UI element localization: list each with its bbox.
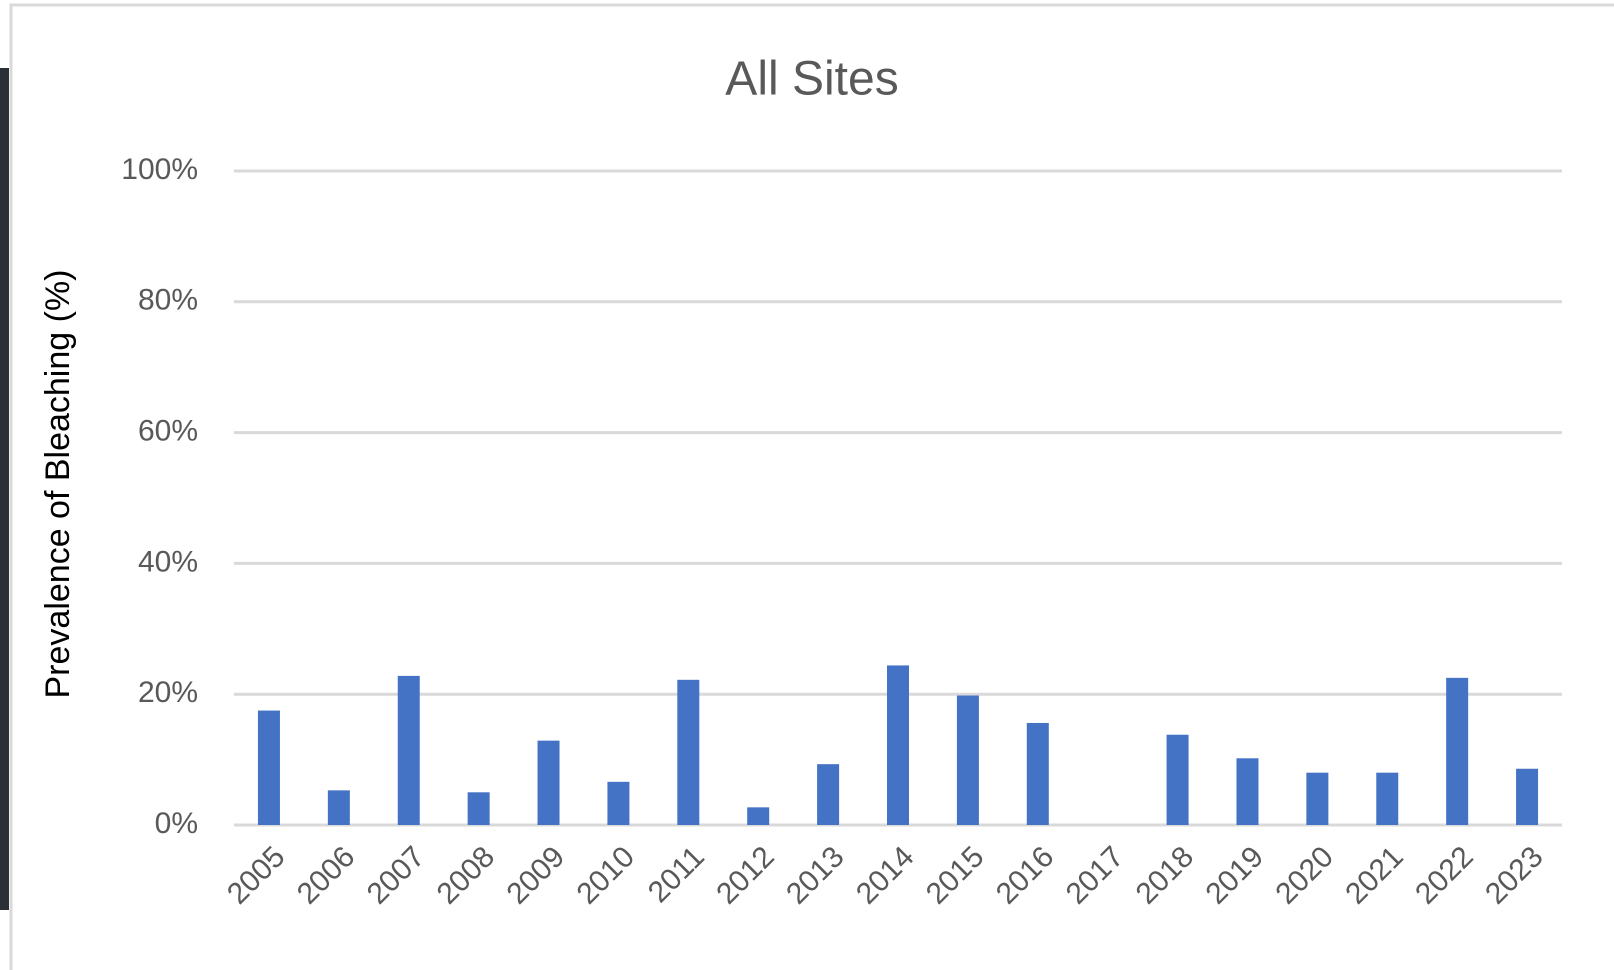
y-tick-label: 80% bbox=[138, 284, 198, 317]
bar bbox=[257, 710, 280, 825]
bar bbox=[537, 740, 560, 825]
bar bbox=[1026, 722, 1049, 825]
bar bbox=[1516, 768, 1539, 825]
y-axis-label: Prevalence of Bleaching (%) bbox=[39, 269, 77, 698]
y-tick-label: 20% bbox=[138, 676, 198, 709]
bar bbox=[1166, 734, 1189, 825]
bar bbox=[1236, 758, 1259, 825]
bar bbox=[607, 781, 630, 825]
y-tick-label: 100% bbox=[121, 153, 198, 186]
bar bbox=[747, 807, 770, 825]
bar bbox=[887, 665, 909, 825]
bar bbox=[467, 792, 490, 825]
bar bbox=[1446, 677, 1469, 825]
bar bbox=[1306, 772, 1329, 825]
bar bbox=[397, 675, 420, 825]
bar bbox=[677, 679, 700, 825]
chart-title: All Sites bbox=[725, 53, 898, 106]
background-strip bbox=[0, 68, 9, 910]
y-tick-label: 40% bbox=[138, 545, 198, 578]
y-tick-label: 60% bbox=[138, 415, 198, 448]
bar bbox=[956, 695, 979, 825]
bar bbox=[817, 764, 840, 825]
y-tick-label: 0% bbox=[155, 807, 198, 840]
bar bbox=[327, 790, 350, 825]
bar bbox=[1376, 772, 1399, 825]
